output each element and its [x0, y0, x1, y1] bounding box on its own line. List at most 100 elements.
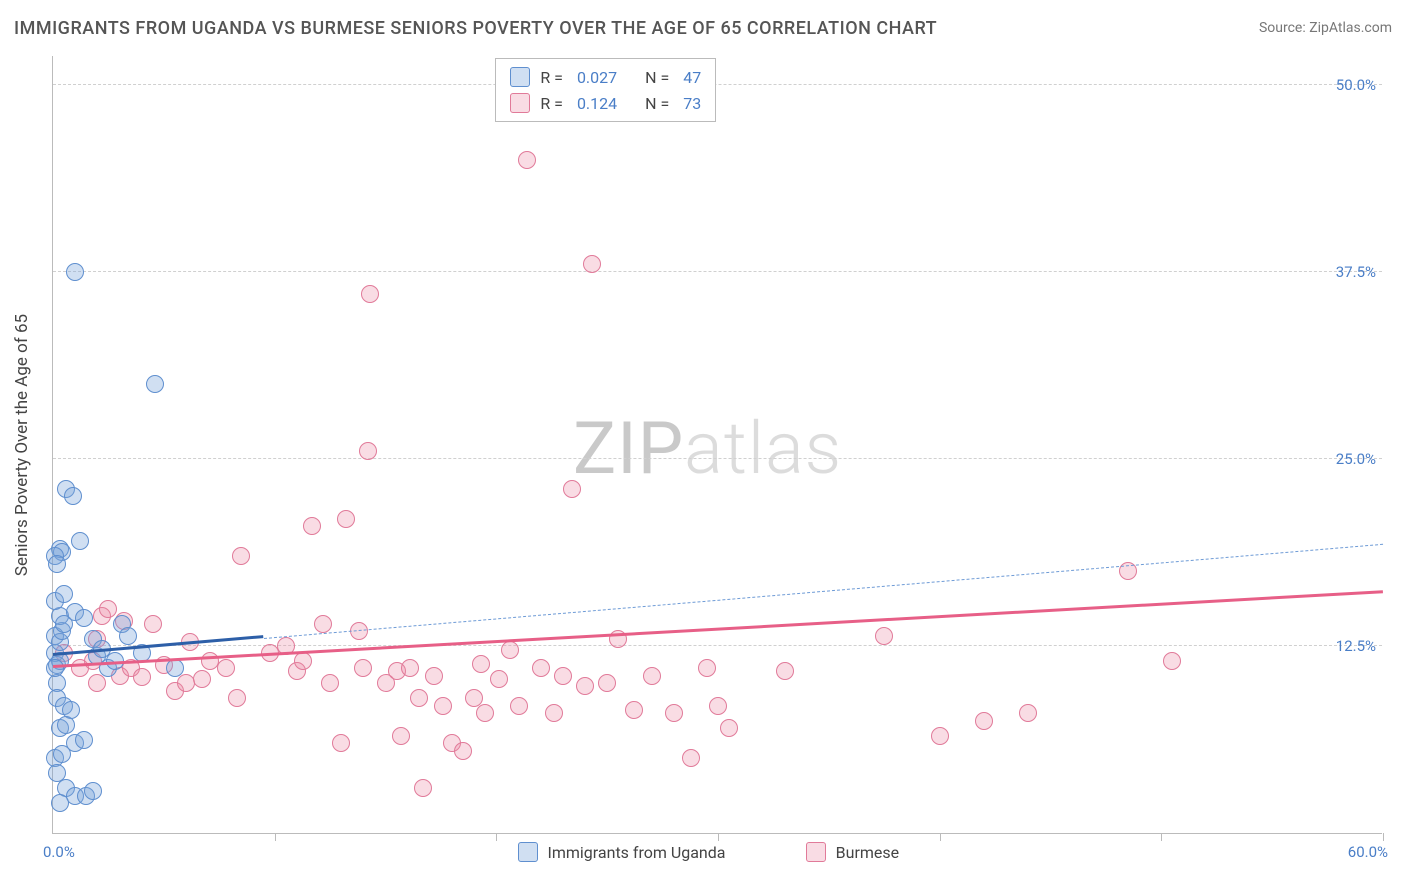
scatter-point-burmese — [217, 659, 235, 677]
scatter-point-burmese — [682, 749, 700, 767]
series-legend-uganda: Immigrants from Uganda — [518, 842, 726, 862]
scatter-point-burmese — [490, 670, 508, 688]
scatter-point-burmese — [554, 667, 572, 685]
scatter-point-uganda — [75, 609, 93, 627]
scatter-point-burmese — [665, 704, 683, 722]
scatter-point-burmese — [472, 655, 490, 673]
scatter-point-uganda — [53, 745, 71, 763]
y-axis-label: Seniors Poverty Over the Age of 65 — [12, 314, 32, 576]
x-origin-label: 0.0% — [43, 843, 75, 861]
scatter-point-uganda — [55, 585, 73, 603]
scatter-point-uganda — [64, 487, 82, 505]
scatter-point-burmese — [99, 600, 117, 618]
scatter-point-burmese — [410, 689, 428, 707]
scatter-point-burmese — [228, 689, 246, 707]
legend-label-uganda: Immigrants from Uganda — [548, 843, 726, 862]
chart-title: IMMIGRANTS FROM UGANDA VS BURMESE SENIOR… — [14, 18, 937, 39]
legend-swatch-burmese — [510, 93, 530, 113]
x-tick — [496, 833, 497, 841]
scatter-point-burmese — [598, 674, 616, 692]
scatter-point-burmese — [401, 659, 419, 677]
watermark: ZIPatlas — [573, 406, 842, 491]
scatter-point-burmese — [576, 677, 594, 695]
x-tick — [718, 833, 719, 841]
scatter-point-burmese — [232, 547, 250, 565]
scatter-point-burmese — [875, 627, 893, 645]
scatter-point-burmese — [563, 480, 581, 498]
scatter-point-uganda — [71, 532, 89, 550]
legend-row: R =0.027N =47 — [510, 64, 701, 90]
scatter-point-burmese — [532, 659, 550, 677]
legend-n-label: N = — [645, 68, 669, 87]
scatter-point-burmese — [931, 727, 949, 745]
scatter-point-uganda — [166, 659, 184, 677]
scatter-point-burmese — [144, 615, 162, 633]
grid-line — [53, 458, 1382, 459]
scatter-point-burmese — [476, 704, 494, 722]
scatter-point-burmese — [643, 667, 661, 685]
plot-area: ZIPatlas 12.5%25.0%37.5%50.0%0.0%60.0% — [52, 56, 1382, 834]
grid-line — [53, 84, 1382, 85]
scatter-point-burmese — [392, 727, 410, 745]
scatter-point-burmese — [434, 697, 452, 715]
y-tick-label: 25.0% — [1336, 450, 1376, 468]
grid-line — [53, 271, 1382, 272]
scatter-point-burmese — [454, 742, 472, 760]
scatter-point-burmese — [975, 712, 993, 730]
x-max-label: 60.0% — [1348, 843, 1388, 861]
scatter-point-burmese — [303, 517, 321, 535]
x-tick — [1161, 833, 1162, 841]
legend-swatch-uganda — [510, 67, 530, 87]
chart-container: IMMIGRANTS FROM UGANDA VS BURMESE SENIOR… — [0, 0, 1406, 892]
scatter-point-burmese — [709, 697, 727, 715]
scatter-point-uganda — [146, 375, 164, 393]
scatter-point-burmese — [698, 659, 716, 677]
trend-line-burmese — [53, 591, 1383, 669]
scatter-point-uganda — [57, 716, 75, 734]
scatter-point-burmese — [133, 668, 151, 686]
legend-n-value: 47 — [683, 68, 701, 87]
legend-swatch-burmese — [806, 842, 826, 862]
scatter-point-burmese — [425, 667, 443, 685]
scatter-point-burmese — [361, 285, 379, 303]
legend-label-burmese: Burmese — [836, 843, 899, 862]
watermark-bold: ZIP — [573, 406, 684, 491]
scatter-point-burmese — [501, 641, 519, 659]
scatter-point-uganda — [48, 555, 66, 573]
scatter-point-burmese — [545, 704, 563, 722]
scatter-point-burmese — [314, 615, 332, 633]
scatter-point-burmese — [625, 701, 643, 719]
scatter-point-burmese — [518, 151, 536, 169]
correlation-legend: R = 0.027 N = 47 R =0.124N =73 — [495, 58, 716, 122]
legend-r-value: 0.027 — [577, 68, 617, 87]
y-tick-label: 50.0% — [1336, 76, 1376, 94]
x-tick — [1383, 833, 1384, 841]
title-bar: IMMIGRANTS FROM UGANDA VS BURMESE SENIOR… — [14, 14, 1392, 42]
series-legend-burmese: Burmese — [806, 842, 899, 862]
scatter-point-burmese — [720, 719, 738, 737]
scatter-point-burmese — [354, 659, 372, 677]
y-tick-label: 37.5% — [1336, 263, 1376, 281]
scatter-point-burmese — [1163, 652, 1181, 670]
scatter-point-burmese — [359, 442, 377, 460]
scatter-point-uganda — [66, 263, 84, 281]
legend-row: R =0.124N =73 — [510, 90, 701, 116]
scatter-point-uganda — [46, 659, 64, 677]
scatter-point-uganda — [51, 794, 69, 812]
legend-r-label: R = — [540, 94, 563, 113]
scatter-point-burmese — [88, 674, 106, 692]
legend-swatch-uganda — [518, 842, 538, 862]
source-attribution: Source: ZipAtlas.com — [1259, 20, 1392, 36]
scatter-point-uganda — [119, 627, 137, 645]
scatter-point-burmese — [294, 652, 312, 670]
scatter-point-burmese — [510, 697, 528, 715]
scatter-point-uganda — [75, 731, 93, 749]
scatter-point-burmese — [583, 255, 601, 273]
scatter-point-burmese — [332, 734, 350, 752]
scatter-point-burmese — [321, 674, 339, 692]
scatter-point-uganda — [84, 782, 102, 800]
legend-n-value: 73 — [683, 94, 701, 113]
scatter-point-burmese — [1019, 704, 1037, 722]
grid-line — [53, 645, 1382, 646]
scatter-point-burmese — [776, 662, 794, 680]
